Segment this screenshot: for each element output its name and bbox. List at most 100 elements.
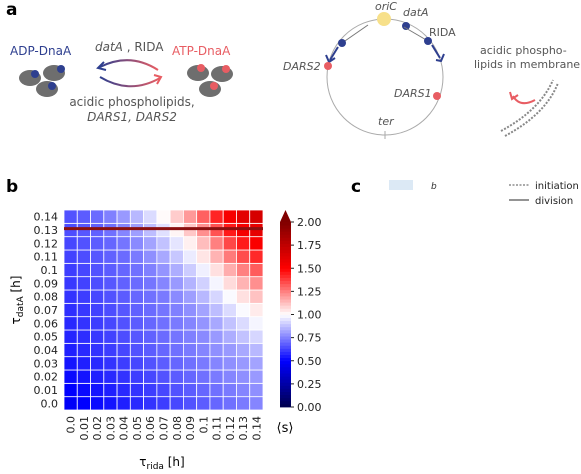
colorbar-extend-max xyxy=(280,210,291,222)
heatmap-cell xyxy=(236,342,251,358)
heatmap-cell xyxy=(222,329,237,344)
adp-cells xyxy=(19,65,65,97)
replisome-right-arrowhead xyxy=(435,53,445,63)
membrane-outer xyxy=(500,79,554,132)
heatmap-cell xyxy=(63,289,78,304)
y-tick-label: 0.02 xyxy=(34,371,59,384)
ter-label: ter xyxy=(378,115,395,128)
heatmap-cell xyxy=(103,356,118,371)
x-tick-label: 0.11 xyxy=(211,416,224,441)
heatmap-cell xyxy=(182,302,198,318)
colorbar-segment xyxy=(280,357,291,362)
heatmap-cell xyxy=(90,262,105,278)
heatmap-cell xyxy=(222,356,237,371)
colorbar-segment xyxy=(280,265,291,269)
atp-dnaa-label: ATP-DnaA xyxy=(172,44,231,58)
membrane-arrowhead xyxy=(509,91,519,101)
colorbar-segment xyxy=(280,376,291,380)
colorbar-segment xyxy=(280,283,291,288)
heatmap-cell xyxy=(129,209,144,224)
heatmap-cell xyxy=(103,302,118,318)
heatmap-cell xyxy=(222,342,237,358)
heatmap-cell xyxy=(236,262,251,278)
heatmap-cell xyxy=(103,369,118,384)
heatmap-cell xyxy=(182,209,198,224)
heatmap-cell xyxy=(196,236,211,251)
y-tick-label: 0.07 xyxy=(34,304,59,317)
heatmap-cell xyxy=(129,236,144,251)
colorbar-segment xyxy=(280,274,291,278)
heatmap-cell xyxy=(116,356,131,371)
heatmap-cell xyxy=(90,316,105,331)
heatmap-cell xyxy=(236,236,251,251)
heatmap-cell xyxy=(236,369,251,384)
colorbar-segment xyxy=(280,234,291,238)
heatmap-cell xyxy=(156,236,171,251)
colorbar-segment xyxy=(280,240,291,244)
heatmap-cell xyxy=(116,289,131,304)
heatmap-cell xyxy=(182,369,198,384)
x-tick-label: 0.09 xyxy=(184,416,197,441)
heatmap-cell xyxy=(129,262,144,278)
y-tick-label: 0.01 xyxy=(34,384,59,397)
colorbar-segment xyxy=(280,391,291,396)
replisome-right-arrow xyxy=(431,44,441,59)
legend-swatch-label: b xyxy=(431,182,437,192)
heatmap-cell xyxy=(156,276,171,291)
y-tick-label: 0.0 xyxy=(41,397,59,410)
x-tick-label: 0.07 xyxy=(158,416,171,441)
heatmap-cell xyxy=(129,396,144,411)
colorbar-segment xyxy=(280,382,291,386)
colorbar-segment xyxy=(280,262,291,266)
heatmap-cell xyxy=(63,382,78,398)
colorbar-segment xyxy=(280,243,291,248)
heatmap-cell xyxy=(249,262,264,278)
x-tick-label: 0.06 xyxy=(144,416,157,441)
y-tick-label: 0.04 xyxy=(34,344,59,357)
heatmap-cell xyxy=(236,209,251,224)
colorbar-segment xyxy=(280,271,291,275)
arrow-top-rida: , RIDA xyxy=(123,40,164,54)
panel-label-b: b xyxy=(6,177,18,197)
heatmap-cell xyxy=(63,209,78,224)
heatmap-cell xyxy=(249,209,264,224)
heatmap-cell xyxy=(209,342,224,358)
colorbar-segment xyxy=(280,289,291,294)
atp-dnaa-dot-1 xyxy=(197,64,205,72)
heatmap-cell xyxy=(249,329,264,344)
colorbar-label: ⟨s⟩ xyxy=(277,421,294,436)
heatmap-cell xyxy=(116,236,131,251)
heatmap-cell xyxy=(209,289,224,304)
heatmap-cell xyxy=(103,209,118,224)
colorbar-tick-label: 1.75 xyxy=(297,239,322,252)
heatmap-cell xyxy=(249,382,264,398)
colorbar-tick-label: 1.25 xyxy=(297,285,322,298)
dars1-site xyxy=(433,92,441,100)
membrane-label-line1: acidic phospho- xyxy=(480,44,567,57)
colorbar-segment xyxy=(280,345,291,349)
colorbar-segment xyxy=(280,246,291,251)
heatmap-cell xyxy=(222,382,237,398)
heatmap-cell xyxy=(63,369,78,384)
heatmap-cell xyxy=(143,262,158,278)
heatmap-cell xyxy=(222,236,237,251)
heatmap-cell xyxy=(63,396,78,411)
heatmap-cell xyxy=(249,316,264,331)
heatmap-cell xyxy=(90,329,105,344)
heatmap-cell xyxy=(182,289,198,304)
heatmap-cell xyxy=(143,249,158,264)
dars2-label: DARS2 xyxy=(283,60,321,73)
colorbar-segment xyxy=(280,333,291,337)
heatmap-cell xyxy=(90,289,105,304)
heatmap-cell xyxy=(156,396,171,411)
heatmap-cell xyxy=(63,249,78,264)
heatmap-cell xyxy=(90,356,105,371)
heatmap-cell xyxy=(76,249,91,264)
heatmap-cell xyxy=(76,262,91,278)
heatmap-cell xyxy=(156,209,171,224)
adp-dnaa-dot-3 xyxy=(48,82,56,90)
adp-dnaa-label: ADP-DnaA xyxy=(10,44,72,58)
heatmap-cell xyxy=(222,369,237,384)
heatmap-cell xyxy=(182,356,198,371)
heatmap-cell xyxy=(103,382,118,398)
